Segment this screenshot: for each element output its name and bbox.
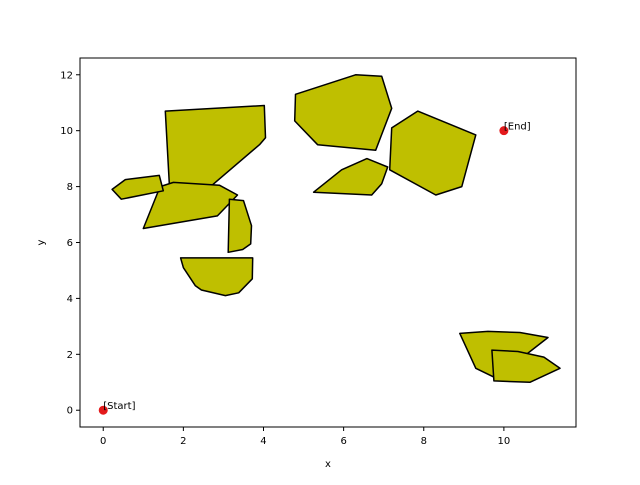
y-tick-label: 4	[67, 294, 73, 305]
obstacle-polygon-4	[227, 198, 253, 254]
obstacle-polygon-6	[293, 74, 393, 151]
y-axis-label: y	[36, 239, 47, 245]
x-axis-label: x	[325, 459, 331, 470]
obstacles-layer	[111, 74, 561, 384]
x-tick-label: 4	[260, 436, 266, 447]
x-tick-label: 6	[340, 436, 346, 447]
point-marker-2	[499, 126, 509, 136]
x-tick-label: 10	[498, 436, 511, 447]
x-tick-label: 8	[421, 436, 427, 447]
y-tick-label: 2	[67, 350, 73, 361]
point-marker-1	[98, 405, 108, 415]
y-tick-label: 8	[67, 182, 73, 193]
y-tick-label: 10	[60, 126, 73, 137]
point-annotation-2: [End]	[504, 122, 531, 133]
point-annotation-1: [Start]	[103, 401, 135, 412]
obstacle-polygon-8	[388, 110, 477, 196]
y-axis-ticks: 0 2 4 6 8 10 12	[60, 70, 80, 417]
x-tick-label: 2	[180, 436, 186, 447]
points-layer: [Start] [End]	[98, 122, 531, 415]
obstacle-polygon-3	[111, 174, 165, 200]
x-tick-label: 0	[100, 436, 106, 447]
y-tick-label: 12	[60, 70, 73, 81]
x-axis-ticks: 0 2 4 6 8 10	[100, 427, 510, 447]
y-tick-label: 0	[67, 406, 73, 417]
obstacle-polygon-7	[312, 157, 389, 196]
obstacle-polygon-10	[491, 349, 561, 384]
obstacle-polygon-5	[179, 257, 254, 297]
y-tick-label: 6	[67, 238, 73, 249]
